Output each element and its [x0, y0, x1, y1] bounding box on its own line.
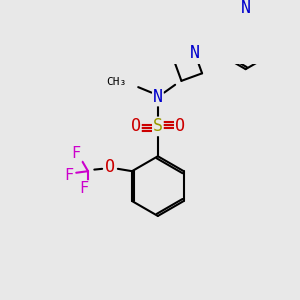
- Text: N: N: [241, 0, 250, 17]
- Text: O: O: [105, 158, 115, 176]
- Text: F: F: [72, 146, 81, 161]
- Text: N: N: [153, 88, 163, 106]
- Text: F: F: [80, 181, 89, 196]
- Text: O: O: [175, 117, 185, 135]
- Text: N: N: [190, 44, 200, 62]
- Text: F: F: [64, 168, 73, 183]
- Text: S: S: [153, 117, 163, 135]
- Text: O: O: [131, 117, 141, 135]
- Text: CH₃: CH₃: [106, 77, 126, 87]
